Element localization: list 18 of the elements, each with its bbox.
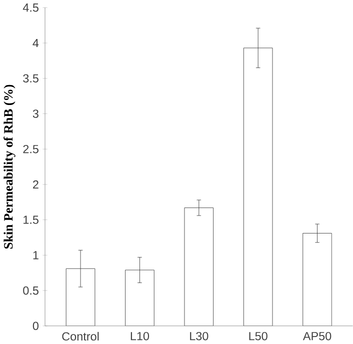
x-tick-label: L50 [249, 332, 268, 340]
y-tick-label: 3.5 [23, 74, 38, 82]
x-tick-label: L10 [130, 332, 150, 340]
y-tick-label: 2.5 [23, 144, 38, 154]
x-tick-label: Control [62, 332, 99, 341]
y-tick-label: 0.5 [23, 286, 38, 295]
y-tick-label: 1.5 [24, 216, 38, 224]
y-tick-label: 4 [32, 38, 39, 47]
x-tick-label: AP50 [302, 332, 332, 340]
y-tick-label: 1 [33, 251, 38, 260]
bar [302, 232, 332, 326]
y-axis-title: Skin Permeability of RhB (%) [4, 84, 16, 249]
bar [66, 268, 96, 326]
y-tick-label: 2 [33, 180, 38, 188]
y-tick-label: 4.5 [22, 4, 38, 12]
x-tick-label: L30 [190, 332, 208, 340]
y-tick-label: 0 [32, 322, 38, 330]
y-tick-label: 3 [32, 110, 38, 118]
